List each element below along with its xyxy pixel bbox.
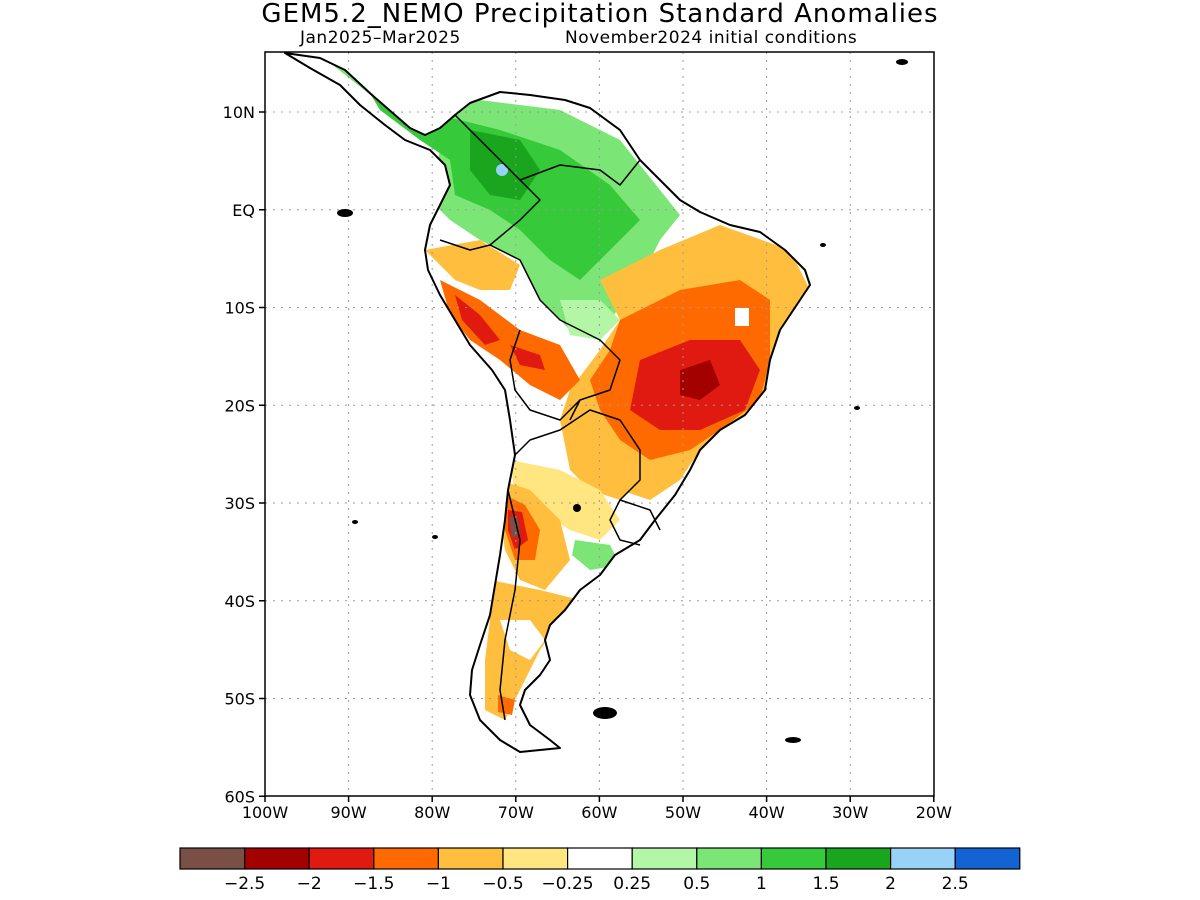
colorbar-label: −1.5 — [353, 874, 394, 894]
lat-tick-label: 60S — [224, 787, 255, 806]
lon-tick-label: 50W — [665, 803, 701, 822]
islands — [337, 59, 908, 743]
lat-tick-label: 50S — [224, 690, 255, 709]
coastline — [284, 52, 811, 753]
lon-tick-label: 40W — [749, 803, 785, 822]
colorbar-swatch — [179, 847, 246, 870]
longitude-axis: 100W 90W 80W 70W 60W 50W 40W 30W 20W — [242, 796, 952, 822]
colorbar-swatch — [889, 847, 956, 870]
latitude-axis: 10N EQ 10S 20S 30S 40S 50S 60S — [223, 103, 265, 806]
colorbar-label: −2 — [297, 874, 322, 894]
lon-tick-label: 80W — [414, 803, 450, 822]
lon-tick-label: 90W — [331, 803, 367, 822]
initial-conditions: November2024 initial conditions — [565, 28, 858, 48]
lat-tick-label: 10S — [224, 299, 255, 318]
colorbar-swatch — [631, 847, 698, 870]
colorbar-label: 1 — [756, 874, 767, 894]
colorbar-label: −0.25 — [542, 874, 594, 894]
colorbar-legend: −2.5 −2 −1.5 −1 −0.5 −0.25 0.25 0.5 1 1.5 2 2.5 — [179, 847, 1021, 894]
colorbar-label: 1.5 — [812, 874, 839, 894]
colorbar-label: −1 — [426, 874, 451, 894]
colorbar-swatch — [244, 847, 310, 870]
colorbar-label: 0.5 — [683, 874, 710, 894]
colorbar-label: −2.5 — [224, 874, 265, 894]
colorbar-swatch — [825, 847, 892, 870]
forecast-period: Jan2025–Mar2025 — [300, 28, 461, 48]
lat-tick-label: 10N — [223, 103, 255, 122]
colorbar-swatch — [373, 847, 439, 870]
lat-tick-label: 30S — [224, 494, 255, 513]
lon-tick-label: 70W — [498, 803, 534, 822]
colorbar-label: 2 — [885, 874, 896, 894]
map-title: GEM5.2_NEMO Precipitation Standard Anoma… — [261, 0, 939, 29]
lon-tick-label: 100W — [242, 803, 289, 822]
colorbar-label: −0.5 — [482, 874, 523, 894]
colorbar-swatch — [437, 847, 504, 870]
colorbar-swatch — [696, 847, 762, 870]
lon-tick-label: 20W — [916, 803, 952, 822]
lon-tick-label: 30W — [832, 803, 868, 822]
colorbar-swatch — [954, 847, 1021, 870]
anomaly-shading — [285, 53, 810, 752]
colorbar-swatch — [760, 847, 827, 870]
colorbar-label: 0.25 — [613, 874, 651, 894]
colorbar-swatch — [566, 847, 633, 870]
lat-tick-label: 40S — [224, 592, 255, 611]
colorbar-label: 2.5 — [942, 874, 969, 894]
lat-tick-label: 20S — [224, 396, 255, 415]
country-borders — [439, 114, 661, 721]
lat-tick-label: EQ — [232, 201, 255, 220]
colorbar-swatch — [308, 847, 375, 870]
colorbar-swatch — [502, 847, 569, 870]
lon-tick-label: 60W — [581, 803, 617, 822]
